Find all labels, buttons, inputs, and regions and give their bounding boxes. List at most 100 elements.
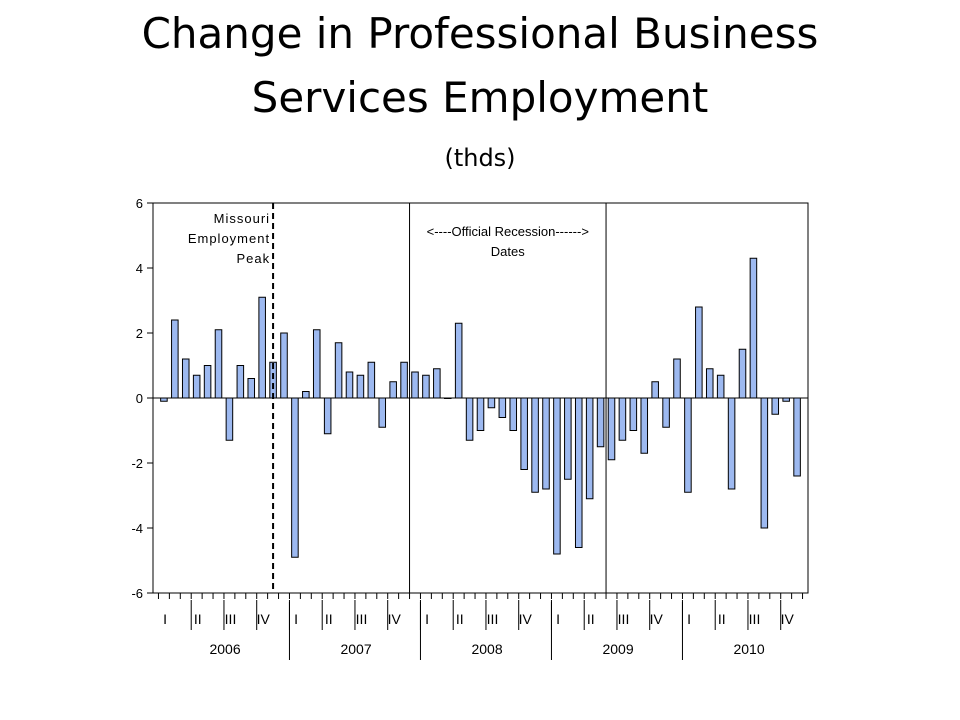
peak-annotation-line-1: Missouri <box>214 211 270 226</box>
bar <box>465 397 474 441</box>
peak-annotation-line-3: Peak <box>236 251 270 266</box>
quarter-label: III <box>487 611 499 627</box>
year-label: 2007 <box>340 641 371 657</box>
bar <box>738 348 747 399</box>
bar <box>749 257 758 399</box>
bar <box>574 397 583 548</box>
bar <box>585 397 594 500</box>
bar <box>160 397 168 402</box>
bar <box>793 397 801 477</box>
year-label: 2008 <box>471 641 502 657</box>
quarter-label: II <box>587 611 595 627</box>
quarter-label: IV <box>781 611 795 627</box>
bar <box>225 397 234 441</box>
bar <box>192 374 201 399</box>
year-label: 2009 <box>602 641 633 657</box>
bar <box>705 368 714 399</box>
bar <box>433 368 441 399</box>
bar <box>684 397 692 493</box>
bar <box>651 381 659 399</box>
y-tick-label: -2 <box>131 456 143 471</box>
bar <box>247 378 256 399</box>
bar <box>454 322 463 399</box>
quarter-label: II <box>718 611 726 627</box>
quarter-label: II <box>194 611 202 627</box>
y-tick-label: 2 <box>136 326 143 341</box>
y-tick-label: -4 <box>131 521 143 536</box>
bar <box>302 391 310 399</box>
quarter-label: I <box>425 611 429 627</box>
chart-subtitle: (thds) <box>444 144 516 172</box>
bar <box>356 374 365 399</box>
bar <box>509 397 518 431</box>
bar <box>203 365 212 399</box>
y-tick-label: 6 <box>136 196 143 211</box>
bar <box>596 397 605 448</box>
bar <box>716 374 725 399</box>
bar <box>345 371 354 399</box>
quarter-label: I <box>556 611 560 627</box>
title-line-1: Change in Professional Business <box>141 9 819 58</box>
bar <box>181 358 190 399</box>
bar <box>312 329 321 399</box>
bar <box>443 397 452 399</box>
quarter-label: IV <box>519 611 533 627</box>
quarter-label: III <box>749 611 761 627</box>
recession-annotation-line-1: <----Official Recession------> <box>427 224 589 239</box>
quarter-label: I <box>294 611 298 627</box>
bar <box>487 397 496 409</box>
year-label: 2006 <box>209 641 240 657</box>
title-line-2: Services Employment <box>251 73 709 122</box>
bar <box>629 397 638 431</box>
quarter-label: IV <box>650 611 664 627</box>
bar <box>280 332 288 399</box>
peak-annotation-line-2: Employment <box>188 231 270 246</box>
bar <box>673 358 681 399</box>
y-tick-label: 0 <box>136 391 143 406</box>
bar <box>323 397 332 435</box>
bar <box>214 329 223 399</box>
bar <box>389 381 397 399</box>
quarter-label: IV <box>257 611 271 627</box>
quarter-label: III <box>356 611 368 627</box>
bar <box>760 397 769 529</box>
quarter-label: I <box>687 611 691 627</box>
quarter-label: III <box>618 611 630 627</box>
year-label: 2010 <box>733 641 764 657</box>
y-tick-label: -6 <box>131 586 143 601</box>
bar <box>531 397 539 493</box>
recession-annotation-line-2: Dates <box>491 244 525 259</box>
bar <box>334 342 343 399</box>
bar <box>258 296 266 399</box>
bar <box>564 397 572 480</box>
chart-title: Change in Professional Business Services… <box>0 2 960 130</box>
bar <box>553 397 561 555</box>
bar <box>291 397 299 558</box>
bar <box>662 397 670 428</box>
bar <box>422 374 430 399</box>
bar <box>171 319 179 399</box>
bar <box>400 361 408 399</box>
bar <box>520 397 528 470</box>
bar <box>771 397 780 415</box>
bar <box>727 397 736 490</box>
bar <box>542 397 550 490</box>
y-tick-label: 4 <box>136 261 143 276</box>
bar <box>476 397 485 431</box>
quarter-label: I <box>163 611 167 627</box>
quarter-label: IV <box>388 611 402 627</box>
bar <box>618 397 627 441</box>
bar <box>782 397 790 402</box>
bar <box>236 365 245 399</box>
bar <box>498 397 507 418</box>
bar <box>640 397 649 454</box>
bar <box>367 361 376 399</box>
quarter-label: II <box>456 611 464 627</box>
bar <box>378 397 387 428</box>
quarter-label: II <box>325 611 333 627</box>
bar <box>607 397 616 461</box>
quarter-label: III <box>225 611 237 627</box>
bar <box>695 306 703 399</box>
bar <box>411 371 419 399</box>
